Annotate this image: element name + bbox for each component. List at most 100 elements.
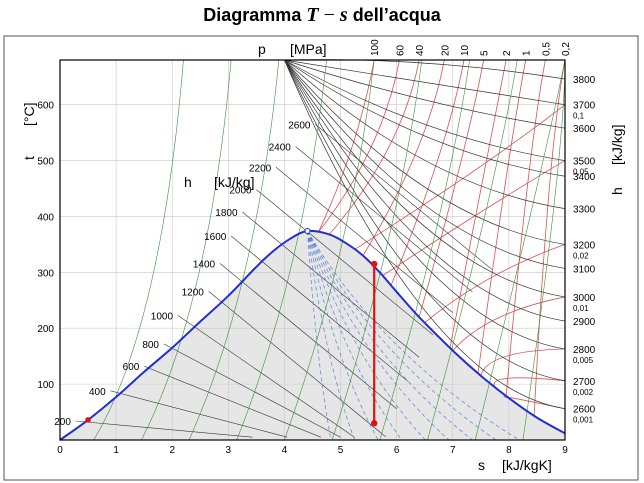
enthalpy-value-label: 1600	[204, 232, 227, 243]
right-enthalpy-label: 3100	[573, 264, 596, 275]
title-prefix: Diagramma	[203, 5, 302, 25]
y-tick-label: 300	[37, 268, 54, 279]
right-pressure-label: 0,05	[573, 168, 589, 177]
y-tick-label: 200	[37, 324, 54, 335]
pressure-tick-label: 100	[370, 39, 381, 56]
x-tick-label: 1	[113, 445, 119, 456]
right-pressure-label: 0,01	[573, 304, 589, 313]
quality-line	[307, 230, 402, 441]
right-enthalpy-label: 3800	[573, 75, 596, 86]
enthalpy-value-label: 1000	[151, 311, 174, 322]
isenthalp-line	[256, 189, 434, 336]
quality-line	[307, 230, 426, 441]
isenthalp-line	[177, 315, 355, 438]
quality-line	[307, 230, 450, 441]
isobar-line	[390, 59, 465, 286]
title-var-s: s	[339, 4, 348, 26]
isenthalp-line	[110, 390, 288, 438]
enthalpy-value-label: 1400	[193, 259, 216, 270]
right-pressure-label: 0,1	[573, 112, 585, 121]
isenthalp-line	[284, 59, 566, 245]
x-tick-label: 3	[226, 445, 232, 456]
x-tick-label: 2	[169, 445, 175, 456]
isobar-line	[382, 160, 566, 276]
isobar-line	[317, 59, 400, 233]
title-var-t: T	[306, 4, 319, 26]
isenthalp-line	[284, 59, 566, 209]
pressure-tick-label: 60	[395, 44, 406, 56]
y-axis-label: t	[21, 156, 37, 160]
isochore-line	[188, 59, 280, 441]
pressure-tick-label: 1	[522, 50, 533, 56]
isobar-line	[452, 296, 566, 351]
right-pressure-label: 0,02	[573, 251, 589, 260]
pressure-tick-label: 20	[440, 44, 451, 56]
x-tick-label: 9	[562, 445, 568, 456]
quality-line	[307, 230, 379, 441]
isenthalp-line	[284, 59, 566, 410]
right-enthalpy-label: 3300	[573, 205, 596, 216]
right-enthalpy-label: 3600	[573, 124, 596, 135]
isochore-line	[236, 59, 327, 441]
pressure-axis-label: p	[258, 41, 266, 57]
y-tick-label: 500	[37, 157, 54, 168]
isobar-line	[362, 59, 445, 256]
right-enthalpy-label: 3400	[573, 172, 596, 183]
property-lines	[75, 59, 566, 441]
right-enthalpy-label: 2800	[573, 345, 596, 356]
enthalpy-label-right: h	[609, 187, 625, 195]
pressure-tick-label: 5	[480, 50, 491, 56]
isochore-line	[141, 59, 232, 441]
x-tick-label: 5	[338, 445, 344, 456]
enthalpy-value-label: 600	[123, 362, 140, 373]
isenthalp-line	[144, 365, 322, 438]
isenthalp-line	[315, 124, 493, 270]
isenthalp-line	[295, 146, 473, 293]
y-tick-label: 400	[37, 212, 54, 223]
two-phase-region	[60, 230, 565, 440]
y-tick-label: 600	[37, 101, 54, 112]
liquid-point	[85, 417, 91, 423]
right-pressure-label: 0,002	[573, 388, 594, 397]
isenthalp-line	[284, 59, 566, 106]
chart-title: Diagramma T − s dell’acqua	[0, 4, 644, 27]
isobar-line	[329, 59, 420, 235]
x-tick-label: 6	[394, 445, 400, 456]
enthalpy-value-label: 1200	[182, 287, 205, 298]
isenthalp-line	[219, 263, 397, 409]
isenthalp-line	[75, 420, 253, 438]
x-axis-unit: [kJ/kgK]	[502, 457, 552, 473]
pressure-tick-label: 40	[415, 44, 426, 56]
enthalpy-value-label: 2000	[229, 186, 252, 197]
enthalpy-value-label: 2400	[269, 143, 292, 154]
enthalpy-value-label: 800	[142, 340, 159, 351]
right-enthalpy-label: 3500	[573, 157, 596, 168]
two-phase-fill	[60, 230, 565, 440]
isochore-line	[427, 59, 518, 441]
saturation-dome	[59, 228, 566, 441]
isochore-line	[284, 59, 375, 441]
plot-area-border	[59, 59, 566, 441]
isenthalp-line	[284, 59, 566, 129]
isobar-line	[480, 348, 566, 376]
quality-line	[307, 230, 332, 441]
enthalpy-value-label: 1800	[215, 208, 238, 219]
right-pressure-label: 0,005	[573, 356, 594, 365]
isochore-line	[379, 59, 470, 441]
pressure-tick-label: 2	[502, 50, 513, 56]
pressure-tick-label: 0,5	[541, 42, 552, 56]
x-tick-label: 8	[506, 445, 512, 456]
isobar-line	[354, 104, 566, 250]
isobar-line	[418, 59, 485, 318]
isenthalp-line	[163, 343, 341, 438]
isochore-line	[93, 59, 184, 441]
isenthalp-line	[242, 211, 420, 358]
highlight-marks	[85, 260, 378, 427]
isobar-line	[317, 59, 375, 233]
quality-line	[307, 230, 497, 441]
isobar-line	[477, 59, 527, 374]
pressure-axis-unit: [MPa]	[290, 41, 327, 57]
process-point	[371, 260, 378, 268]
right-enthalpy-label: 2900	[573, 317, 596, 328]
